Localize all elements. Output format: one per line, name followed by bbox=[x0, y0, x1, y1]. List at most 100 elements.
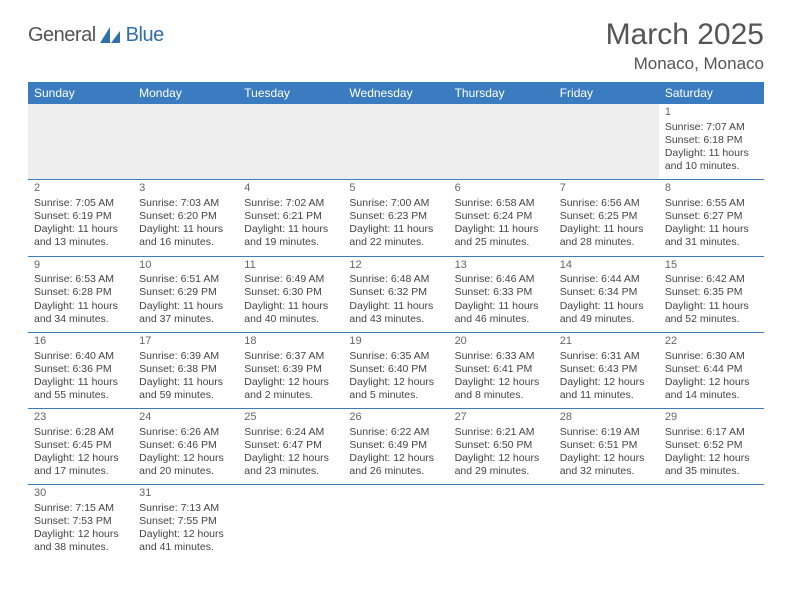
header: General Blue March 2025 Monaco, Monaco bbox=[28, 18, 764, 74]
day-number: 1 bbox=[665, 106, 760, 120]
sunset-text: Sunset: 6:52 PM bbox=[665, 439, 760, 452]
sunset-text: Sunset: 6:21 PM bbox=[244, 210, 339, 223]
sunrise-text: Sunrise: 6:56 AM bbox=[560, 197, 655, 210]
sunset-text: Sunset: 6:34 PM bbox=[560, 286, 655, 299]
sunset-text: Sunset: 6:20 PM bbox=[139, 210, 234, 223]
sunrise-text: Sunrise: 6:24 AM bbox=[244, 426, 339, 439]
weekday-friday: Friday bbox=[554, 82, 659, 104]
calendar-cell: 17Sunrise: 6:39 AMSunset: 6:38 PMDayligh… bbox=[133, 332, 238, 408]
day-number: 31 bbox=[139, 487, 234, 501]
calendar-cell bbox=[659, 485, 764, 561]
calendar-row: 30Sunrise: 7:15 AMSunset: 7:53 PMDayligh… bbox=[28, 485, 764, 561]
daylight-text-1: Daylight: 12 hours bbox=[665, 376, 760, 389]
daylight-text-2: and 10 minutes. bbox=[665, 160, 760, 173]
day-number: 23 bbox=[34, 411, 129, 425]
calendar-row: 1Sunrise: 7:07 AMSunset: 6:18 PMDaylight… bbox=[28, 104, 764, 180]
sunset-text: Sunset: 6:45 PM bbox=[34, 439, 129, 452]
sunrise-text: Sunrise: 7:13 AM bbox=[139, 502, 234, 515]
daylight-text-2: and 17 minutes. bbox=[34, 465, 129, 478]
sunrise-text: Sunrise: 6:46 AM bbox=[455, 273, 550, 286]
sunset-text: Sunset: 6:40 PM bbox=[349, 363, 444, 376]
day-number: 13 bbox=[455, 259, 550, 273]
daylight-text-1: Daylight: 11 hours bbox=[349, 300, 444, 313]
sunset-text: Sunset: 6:51 PM bbox=[560, 439, 655, 452]
daylight-text-2: and 40 minutes. bbox=[244, 313, 339, 326]
daylight-text-2: and 28 minutes. bbox=[560, 236, 655, 249]
daylight-text-2: and 29 minutes. bbox=[455, 465, 550, 478]
day-number: 3 bbox=[139, 182, 234, 196]
daylight-text-2: and 38 minutes. bbox=[34, 541, 129, 554]
sunset-text: Sunset: 6:44 PM bbox=[665, 363, 760, 376]
calendar-cell: 6Sunrise: 6:58 AMSunset: 6:24 PMDaylight… bbox=[449, 180, 554, 256]
day-number: 6 bbox=[455, 182, 550, 196]
sunrise-text: Sunrise: 6:30 AM bbox=[665, 350, 760, 363]
calendar-cell: 22Sunrise: 6:30 AMSunset: 6:44 PMDayligh… bbox=[659, 332, 764, 408]
sunrise-text: Sunrise: 6:55 AM bbox=[665, 197, 760, 210]
calendar-cell bbox=[554, 485, 659, 561]
weekday-wednesday: Wednesday bbox=[343, 82, 448, 104]
sunset-text: Sunset: 6:25 PM bbox=[560, 210, 655, 223]
sunrise-text: Sunrise: 6:44 AM bbox=[560, 273, 655, 286]
sunset-text: Sunset: 6:30 PM bbox=[244, 286, 339, 299]
sunset-text: Sunset: 6:19 PM bbox=[34, 210, 129, 223]
daylight-text-1: Daylight: 11 hours bbox=[244, 300, 339, 313]
day-number: 27 bbox=[455, 411, 550, 425]
calendar-cell bbox=[554, 104, 659, 180]
sunset-text: Sunset: 6:46 PM bbox=[139, 439, 234, 452]
day-number: 25 bbox=[244, 411, 339, 425]
daylight-text-1: Daylight: 12 hours bbox=[139, 528, 234, 541]
sunrise-text: Sunrise: 6:51 AM bbox=[139, 273, 234, 286]
calendar-table: SundayMondayTuesdayWednesdayThursdayFrid… bbox=[28, 82, 764, 561]
sunrise-text: Sunrise: 7:02 AM bbox=[244, 197, 339, 210]
daylight-text-1: Daylight: 11 hours bbox=[560, 223, 655, 236]
day-number: 21 bbox=[560, 335, 655, 349]
calendar-cell bbox=[238, 485, 343, 561]
calendar-cell bbox=[449, 104, 554, 180]
calendar-cell bbox=[28, 104, 133, 180]
daylight-text-2: and 16 minutes. bbox=[139, 236, 234, 249]
calendar-cell: 23Sunrise: 6:28 AMSunset: 6:45 PMDayligh… bbox=[28, 409, 133, 485]
day-number: 15 bbox=[665, 259, 760, 273]
calendar-cell: 9Sunrise: 6:53 AMSunset: 6:28 PMDaylight… bbox=[28, 256, 133, 332]
day-number: 16 bbox=[34, 335, 129, 349]
sunrise-text: Sunrise: 6:48 AM bbox=[349, 273, 444, 286]
day-number: 5 bbox=[349, 182, 444, 196]
daylight-text-1: Daylight: 11 hours bbox=[455, 223, 550, 236]
weekday-tuesday: Tuesday bbox=[238, 82, 343, 104]
calendar-cell: 27Sunrise: 6:21 AMSunset: 6:50 PMDayligh… bbox=[449, 409, 554, 485]
daylight-text-1: Daylight: 12 hours bbox=[34, 452, 129, 465]
daylight-text-2: and 22 minutes. bbox=[349, 236, 444, 249]
calendar-cell: 15Sunrise: 6:42 AMSunset: 6:35 PMDayligh… bbox=[659, 256, 764, 332]
sunset-text: Sunset: 6:49 PM bbox=[349, 439, 444, 452]
daylight-text-2: and 46 minutes. bbox=[455, 313, 550, 326]
daylight-text-1: Daylight: 11 hours bbox=[139, 300, 234, 313]
sunset-text: Sunset: 6:33 PM bbox=[455, 286, 550, 299]
daylight-text-1: Daylight: 12 hours bbox=[34, 528, 129, 541]
day-number: 19 bbox=[349, 335, 444, 349]
calendar-cell: 3Sunrise: 7:03 AMSunset: 6:20 PMDaylight… bbox=[133, 180, 238, 256]
sunset-text: Sunset: 6:47 PM bbox=[244, 439, 339, 452]
sunset-text: Sunset: 6:39 PM bbox=[244, 363, 339, 376]
daylight-text-2: and 49 minutes. bbox=[560, 313, 655, 326]
daylight-text-2: and 59 minutes. bbox=[139, 389, 234, 402]
calendar-cell: 5Sunrise: 7:00 AMSunset: 6:23 PMDaylight… bbox=[343, 180, 448, 256]
daylight-text-1: Daylight: 11 hours bbox=[34, 223, 129, 236]
day-number: 8 bbox=[665, 182, 760, 196]
sunrise-text: Sunrise: 6:28 AM bbox=[34, 426, 129, 439]
daylight-text-2: and 23 minutes. bbox=[244, 465, 339, 478]
sunset-text: Sunset: 6:29 PM bbox=[139, 286, 234, 299]
daylight-text-2: and 19 minutes. bbox=[244, 236, 339, 249]
page-title: March 2025 bbox=[606, 18, 764, 52]
day-number: 24 bbox=[139, 411, 234, 425]
daylight-text-2: and 20 minutes. bbox=[139, 465, 234, 478]
calendar-cell: 28Sunrise: 6:19 AMSunset: 6:51 PMDayligh… bbox=[554, 409, 659, 485]
sunrise-text: Sunrise: 6:31 AM bbox=[560, 350, 655, 363]
sunrise-text: Sunrise: 6:21 AM bbox=[455, 426, 550, 439]
weekday-sunday: Sunday bbox=[28, 82, 133, 104]
calendar-cell: 20Sunrise: 6:33 AMSunset: 6:41 PMDayligh… bbox=[449, 332, 554, 408]
daylight-text-1: Daylight: 11 hours bbox=[349, 223, 444, 236]
title-block: March 2025 Monaco, Monaco bbox=[606, 18, 764, 74]
sunset-text: Sunset: 6:24 PM bbox=[455, 210, 550, 223]
sunset-text: Sunset: 6:43 PM bbox=[560, 363, 655, 376]
sunrise-text: Sunrise: 7:07 AM bbox=[665, 121, 760, 134]
